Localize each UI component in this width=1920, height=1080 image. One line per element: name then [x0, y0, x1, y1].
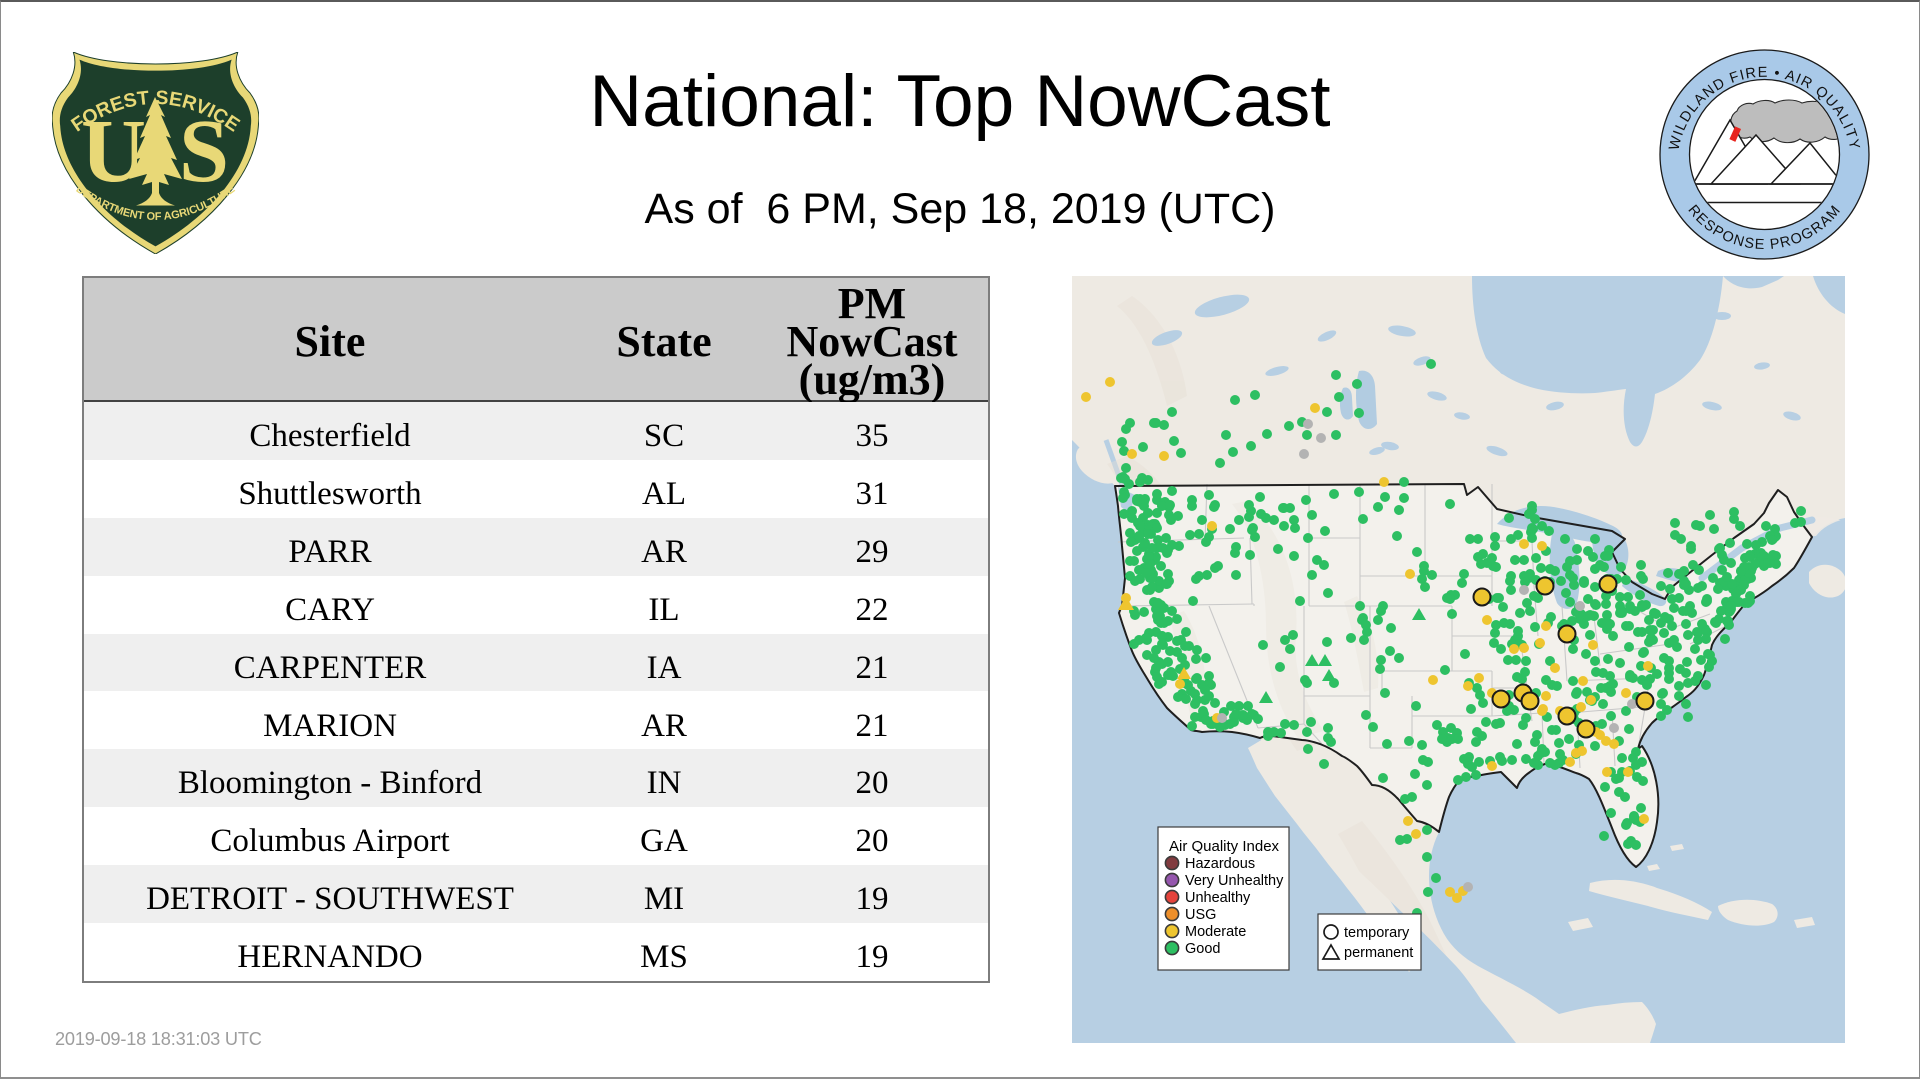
svg-text:S: S	[179, 102, 229, 201]
svg-text:Moderate: Moderate	[1185, 924, 1246, 940]
svg-text:Good: Good	[1185, 941, 1220, 957]
svg-text:Unhealthy: Unhealthy	[1185, 890, 1251, 906]
svg-text:permanent: permanent	[1344, 945, 1413, 961]
svg-text:Air Quality Index: Air Quality Index	[1169, 838, 1280, 855]
svg-text:Hazardous: Hazardous	[1185, 856, 1255, 872]
svg-text:USG: USG	[1185, 907, 1216, 923]
svg-text:temporary: temporary	[1344, 925, 1410, 941]
svg-text:U: U	[81, 102, 146, 201]
svg-text:Very Unhealthy: Very Unhealthy	[1185, 873, 1284, 889]
